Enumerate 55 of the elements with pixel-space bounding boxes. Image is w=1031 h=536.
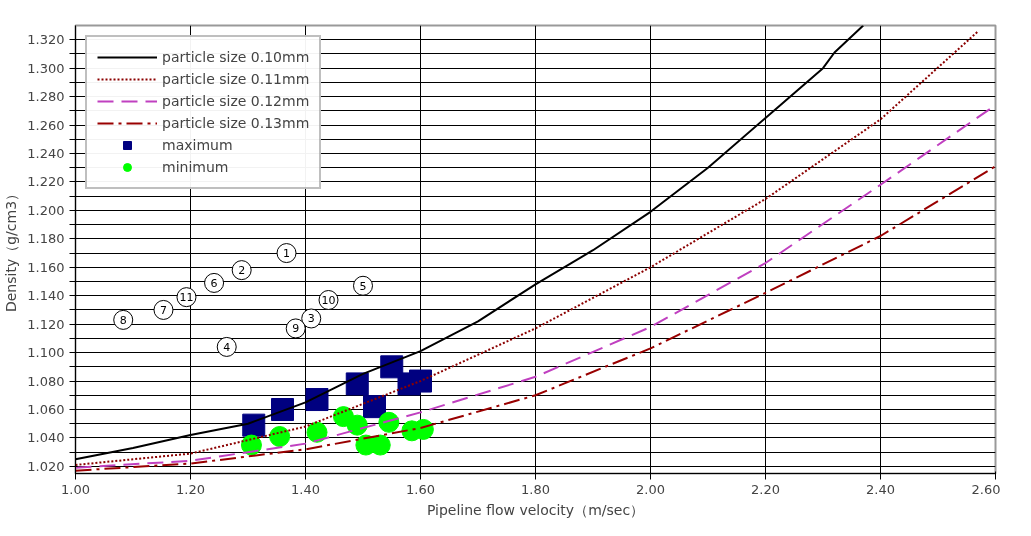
y-tick-label: 1.140 — [27, 288, 65, 304]
annotation: 6 — [210, 276, 218, 290]
annotation: 3 — [307, 312, 315, 326]
annotation: 2 — [238, 264, 246, 278]
y-tick-label: 1.160 — [27, 259, 65, 275]
y-tick-label: 1.200 — [27, 202, 65, 218]
x-tick-label: 1.60 — [406, 481, 435, 497]
y-tick-label: 1.320 — [27, 32, 65, 48]
y-tick-label: 1.180 — [27, 231, 65, 247]
annotation: 5 — [359, 279, 367, 293]
y-tick-label: 1.040 — [27, 430, 65, 446]
x-tick-label: 2.00 — [636, 481, 665, 497]
point — [153, 299, 174, 320]
point — [346, 414, 368, 436]
point — [409, 369, 432, 393]
legend-label: maximum — [162, 137, 233, 153]
point — [306, 421, 328, 443]
annotation: 11 — [179, 291, 194, 305]
point — [276, 243, 297, 264]
y-tick-label: 1.240 — [27, 146, 65, 161]
y-tick-label: 1.120 — [27, 316, 65, 332]
annotation: 7 — [159, 303, 167, 317]
y-tick-label: 1.220 — [27, 174, 65, 190]
annotation: 4 — [223, 340, 231, 354]
x-axis-title: Pipeline flow velocity（m/sec） — [426, 501, 645, 518]
annotation: 1 — [283, 247, 291, 261]
point — [269, 426, 291, 447]
legend-label: particle size 0.12mm — [162, 93, 310, 109]
x-tick-label: 1.80 — [521, 481, 550, 497]
y-tick-label: 1.060 — [27, 402, 65, 417]
y-tick-label: 1.260 — [27, 117, 65, 133]
point — [271, 398, 294, 421]
y-tick-label: 1.020 — [27, 458, 65, 474]
x-tick-label: 1.20 — [176, 481, 205, 497]
y-axis-title: Density（g/cm3） — [3, 186, 20, 313]
legend-label: particle size 0.13mm — [162, 115, 310, 131]
y-tick-label: 1.100 — [27, 345, 65, 361]
x-tick-label: 1.00 — [61, 481, 90, 497]
annotation: 10 — [321, 293, 336, 307]
y-tick-label: 1.080 — [27, 373, 65, 389]
legend-label: particle size 0.11mm — [162, 71, 310, 87]
y-tick-label: 1.280 — [27, 89, 65, 105]
x-tick-label: 2.40 — [866, 481, 895, 497]
x-tick-label: 2.60 — [971, 481, 1001, 497]
legend-label: minimum — [162, 159, 229, 175]
y-tick-label: 1.300 — [27, 60, 65, 76]
annotation: 8 — [119, 313, 127, 327]
legend-label: particle size 0.10mm — [162, 49, 310, 65]
point — [363, 395, 386, 419]
annotation: 9 — [292, 322, 300, 336]
point — [345, 372, 369, 396]
point — [378, 411, 400, 433]
x-tick-label: 1.40 — [291, 481, 320, 497]
x-tick-label: 2.20 — [751, 481, 780, 497]
point — [231, 260, 252, 281]
